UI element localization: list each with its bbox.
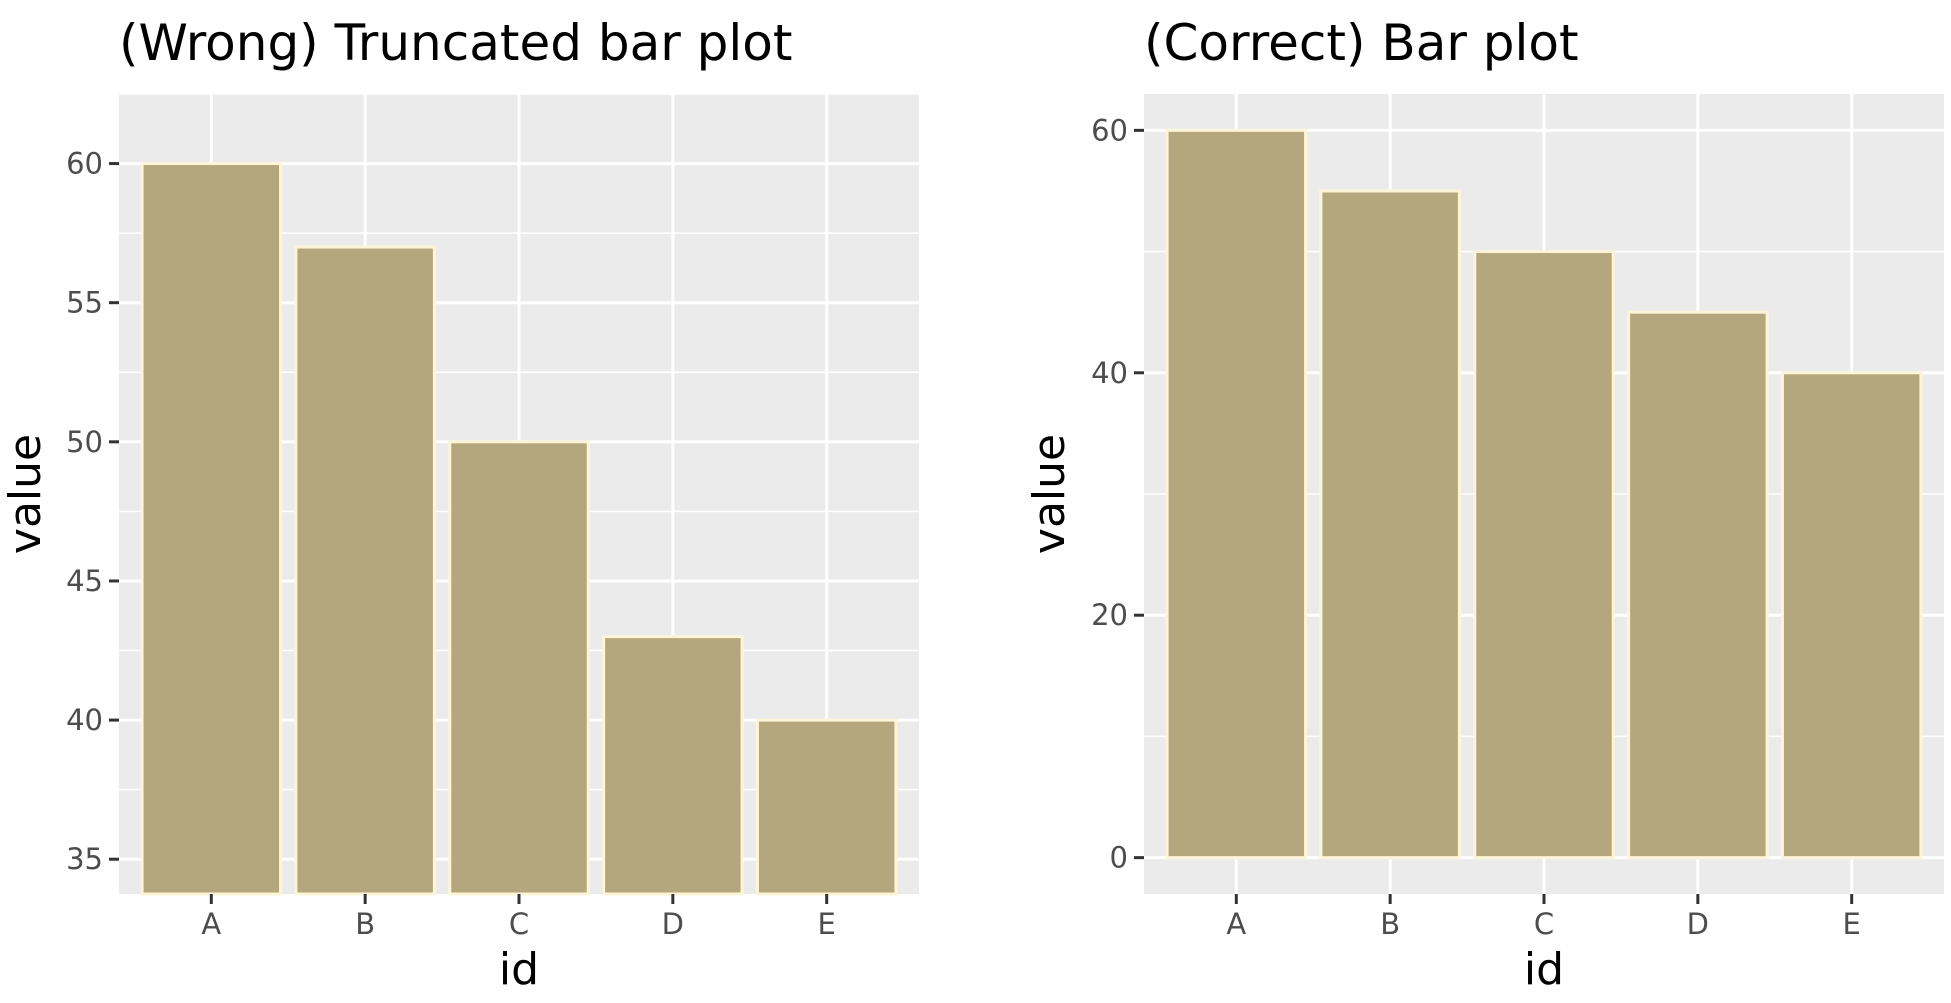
y-axis-label: value	[1024, 434, 1075, 554]
y-tick-label: 45	[66, 564, 103, 598]
chart-title: (Correct) Bar plot	[1144, 14, 1579, 72]
chart-correct-bar-plot: (Correct) Bar plot 0 20 40 60 A B C D Eid value	[1024, 14, 1944, 995]
x-tick-label: C	[509, 907, 529, 941]
x-tick-label: B	[1380, 907, 1400, 941]
bar-c	[1473, 250, 1615, 860]
y-tick-label: 50	[66, 425, 103, 459]
bar-e	[755, 718, 898, 896]
y-tick-label: 60	[1091, 113, 1128, 147]
x-tick-label: B	[355, 907, 375, 941]
x-tick-label: D	[662, 907, 684, 941]
x-tick-label: D	[1687, 907, 1709, 941]
x-tick-label: A	[1226, 907, 1246, 941]
x-tick-label: C	[1534, 907, 1554, 941]
y-tick-label: 35	[66, 842, 103, 876]
bar-d	[602, 635, 744, 896]
x-tick-label: E	[1843, 907, 1861, 941]
y-tick-label: 60	[66, 147, 103, 181]
x-tick-label: E	[818, 907, 836, 941]
y-tick-label: 20	[1091, 598, 1128, 632]
x-axis-label: id	[499, 944, 539, 995]
y-tick-label: 0	[1110, 841, 1128, 875]
y-axis-label: value	[0, 434, 51, 554]
x-axis-label: id	[1524, 944, 1564, 995]
bar-a	[140, 162, 283, 896]
y-tick-label: 55	[66, 286, 103, 320]
bar-b	[1319, 189, 1461, 860]
bar-e	[1780, 371, 1923, 860]
bar-a	[1165, 128, 1308, 860]
y-tick-label: 40	[66, 703, 103, 737]
bar-d	[1627, 310, 1769, 860]
bar-b	[294, 245, 436, 896]
bar-c	[448, 440, 590, 896]
chart-truncated-bar-plot: (Wrong) Truncated bar plot 35 40 45 50 55 60 A B…	[0, 14, 919, 995]
chart-title: (Wrong) Truncated bar plot	[119, 14, 793, 72]
y-tick-label: 40	[1091, 356, 1128, 390]
x-tick-label: A	[201, 907, 221, 941]
